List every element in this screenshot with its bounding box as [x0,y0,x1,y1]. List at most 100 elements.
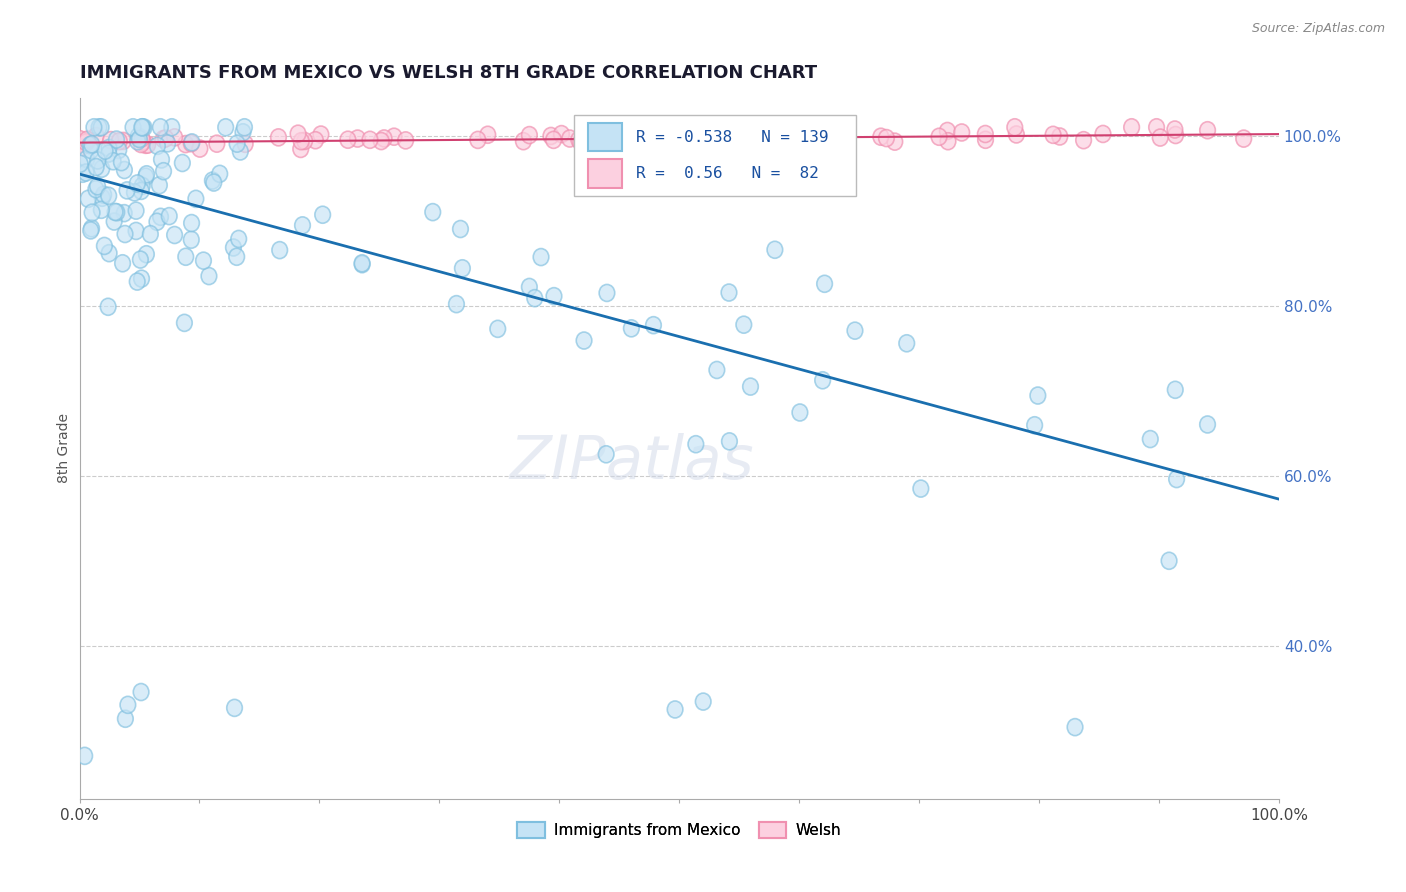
Ellipse shape [105,153,121,169]
Bar [588,160,621,187]
Ellipse shape [232,143,247,160]
Ellipse shape [79,151,94,168]
Ellipse shape [129,273,145,290]
Ellipse shape [97,142,112,159]
Ellipse shape [218,119,233,136]
Ellipse shape [107,203,122,220]
Ellipse shape [128,202,143,219]
Ellipse shape [108,131,124,148]
Ellipse shape [134,683,149,700]
Ellipse shape [152,177,167,194]
Ellipse shape [184,134,200,151]
Ellipse shape [111,133,127,150]
Ellipse shape [75,165,90,182]
Ellipse shape [238,136,253,153]
Ellipse shape [1149,119,1164,136]
Ellipse shape [236,119,252,136]
Ellipse shape [80,132,96,149]
Ellipse shape [83,142,98,159]
Ellipse shape [153,119,169,136]
Ellipse shape [139,245,155,263]
Ellipse shape [387,128,402,145]
Ellipse shape [96,186,111,203]
Ellipse shape [225,239,242,256]
Ellipse shape [156,130,172,147]
Ellipse shape [188,190,204,207]
Ellipse shape [454,260,470,277]
Ellipse shape [132,130,148,147]
Ellipse shape [1236,130,1251,147]
Ellipse shape [97,237,112,254]
Ellipse shape [231,230,246,247]
Ellipse shape [1007,119,1022,136]
Ellipse shape [90,152,105,169]
Ellipse shape [314,126,329,143]
Ellipse shape [177,314,193,332]
Ellipse shape [543,128,558,145]
Ellipse shape [117,161,132,178]
Ellipse shape [1095,126,1111,143]
Ellipse shape [603,127,619,144]
Ellipse shape [135,133,150,150]
Ellipse shape [721,284,737,301]
Ellipse shape [195,252,211,269]
Ellipse shape [848,322,863,339]
Ellipse shape [101,187,117,204]
Ellipse shape [571,131,586,148]
Ellipse shape [115,132,131,150]
Ellipse shape [554,126,569,143]
Ellipse shape [84,204,100,221]
Ellipse shape [79,164,94,181]
Ellipse shape [939,122,955,139]
Ellipse shape [1168,127,1184,144]
Ellipse shape [167,128,183,146]
Ellipse shape [953,124,970,141]
Ellipse shape [1153,129,1168,146]
Text: R = -0.538   N = 139: R = -0.538 N = 139 [636,129,828,145]
Ellipse shape [229,136,245,153]
Ellipse shape [533,249,548,266]
Ellipse shape [201,268,217,285]
Ellipse shape [721,433,737,450]
Ellipse shape [271,128,287,146]
Ellipse shape [825,125,841,142]
Ellipse shape [792,404,807,421]
Ellipse shape [94,161,110,178]
Text: R =  0.56   N =  82: R = 0.56 N = 82 [636,166,818,181]
Ellipse shape [135,178,150,194]
Ellipse shape [308,132,323,149]
Ellipse shape [912,480,928,497]
Ellipse shape [576,332,592,349]
Ellipse shape [977,131,993,148]
Ellipse shape [489,320,506,337]
Y-axis label: 8th Grade: 8th Grade [58,414,72,483]
Ellipse shape [453,220,468,237]
Ellipse shape [83,222,98,239]
Ellipse shape [645,128,661,145]
Ellipse shape [340,131,356,148]
Ellipse shape [470,131,485,148]
Ellipse shape [516,133,531,150]
Ellipse shape [1031,387,1046,404]
Ellipse shape [94,202,110,219]
Ellipse shape [118,710,134,727]
Ellipse shape [82,136,98,153]
Ellipse shape [149,137,165,154]
Ellipse shape [209,136,225,153]
Ellipse shape [93,119,108,136]
Ellipse shape [562,130,578,147]
Ellipse shape [735,129,751,146]
Ellipse shape [1199,121,1215,139]
Ellipse shape [117,226,132,243]
Ellipse shape [75,135,90,153]
Ellipse shape [84,219,100,237]
Ellipse shape [117,204,132,222]
Ellipse shape [1008,126,1024,143]
Ellipse shape [100,298,115,315]
Ellipse shape [1045,127,1062,144]
Ellipse shape [681,133,696,150]
Ellipse shape [179,248,194,265]
Ellipse shape [153,209,169,226]
Ellipse shape [350,130,366,147]
Legend: Immigrants from Mexico, Welsh: Immigrants from Mexico, Welsh [512,816,848,845]
